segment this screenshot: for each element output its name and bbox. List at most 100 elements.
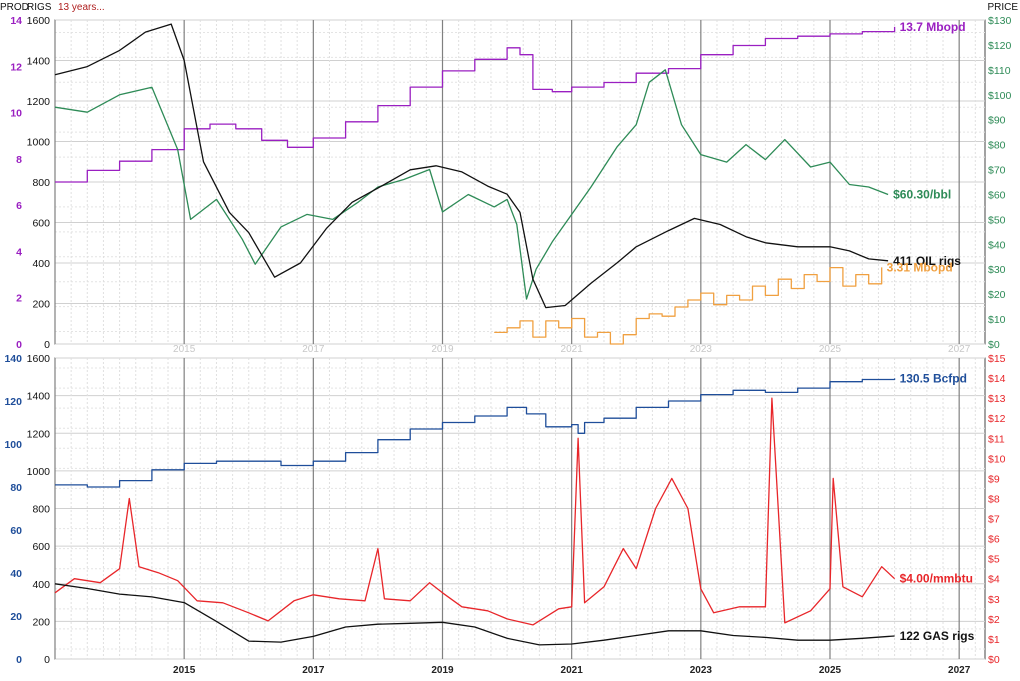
header-rigs-label: RIGS bbox=[27, 2, 52, 13]
oil-year-tick-label: 2027 bbox=[948, 344, 971, 355]
gas-year-tick-label: 2023 bbox=[690, 665, 713, 676]
oil-series-label-1: $60.30/bbl bbox=[893, 187, 951, 201]
oil-rigs-tick-label: 200 bbox=[32, 299, 50, 311]
gas-price-tick-label: $13 bbox=[988, 393, 1006, 405]
oil-rigs-tick-label: 0 bbox=[44, 339, 50, 351]
oil-rigs-tick-label: 600 bbox=[32, 218, 50, 230]
gas-price-tick-label: $14 bbox=[988, 373, 1006, 385]
oil-price-tick-label: $100 bbox=[988, 90, 1012, 102]
gas-rigs-tick-label: 400 bbox=[32, 579, 50, 591]
gas-price-tick-label: $7 bbox=[988, 514, 1000, 526]
oil-panel bbox=[54, 19, 986, 345]
gas-year-tick-label: 2027 bbox=[948, 665, 971, 676]
gas-price-tick-label: $12 bbox=[988, 413, 1006, 425]
oil-year-tick-label: 2017 bbox=[302, 344, 325, 355]
plot-layer: 1412108642016001400120010008006004002000… bbox=[4, 15, 1011, 676]
gas-rigs-tick-label: 200 bbox=[32, 616, 50, 628]
gas-rigs-tick-label: 800 bbox=[32, 504, 50, 516]
oil-price-tick-label: $70 bbox=[988, 165, 1006, 177]
oil-rigs-tick-label: 400 bbox=[32, 258, 50, 270]
gas-prod-tick-label: 80 bbox=[10, 482, 22, 494]
oil-series-line-3 bbox=[494, 266, 883, 345]
oil-price-tick-label: $60 bbox=[988, 189, 1006, 201]
oil-series-label-3: 3.31 Mbopd bbox=[887, 260, 953, 274]
gas-year-tick-label: 2017 bbox=[302, 665, 325, 676]
oil-prod-tick-label: 6 bbox=[16, 200, 22, 212]
oil-price-tick-label: $80 bbox=[988, 140, 1006, 152]
oil-price-tick-label: $120 bbox=[988, 40, 1012, 52]
gas-price-tick-label: $11 bbox=[988, 433, 1005, 445]
oil-price-tick-label: $40 bbox=[988, 239, 1006, 251]
oil-price-tick-label: $90 bbox=[988, 115, 1006, 127]
gas-price-tick-label: $5 bbox=[988, 554, 1000, 566]
gas-prod-tick-label: 140 bbox=[4, 353, 22, 365]
oil-year-tick-label: 2015 bbox=[173, 344, 196, 355]
oil-price-tick-label: $30 bbox=[988, 264, 1006, 276]
gas-price-tick-label: $4 bbox=[988, 574, 1000, 586]
gas-price-tick-label: $15 bbox=[988, 353, 1006, 365]
oil-price-tick-label: $20 bbox=[988, 289, 1006, 301]
gas-price-tick-label: $9 bbox=[988, 473, 1000, 485]
gas-series-label-2: 122 GAS rigs bbox=[900, 629, 975, 643]
oil-rigs-tick-label: 1000 bbox=[27, 137, 51, 149]
gas-series-line-1 bbox=[54, 397, 896, 626]
oil-prod-tick-label: 2 bbox=[16, 293, 22, 305]
oil-prod-tick-label: 0 bbox=[16, 339, 22, 351]
oil-series-line-0 bbox=[55, 26, 896, 183]
gas-rigs-tick-label: 1200 bbox=[27, 428, 51, 440]
oil-rigs-tick-label: 800 bbox=[32, 177, 50, 189]
header-price-label: PRICE bbox=[987, 2, 1018, 13]
gas-series-line-0 bbox=[55, 378, 896, 488]
gas-prod-tick-label: 40 bbox=[10, 568, 22, 580]
oil-price-tick-label: $10 bbox=[988, 314, 1006, 326]
gas-rigs-tick-label: 1600 bbox=[27, 353, 51, 365]
gas-year-tick-label: 2021 bbox=[561, 665, 584, 676]
oil-series-label-2: 411 OIL rigs bbox=[893, 254, 961, 268]
gas-rigs-tick-label: 0 bbox=[44, 654, 50, 666]
oil-rigs-tick-label: 1600 bbox=[27, 15, 51, 27]
gas-panel bbox=[54, 357, 986, 660]
oil-rigs-tick-label: 1200 bbox=[27, 96, 51, 108]
gas-price-tick-label: $8 bbox=[988, 493, 1000, 505]
oil-year-tick-label: 2019 bbox=[431, 344, 454, 355]
oil-prod-tick-label: 4 bbox=[16, 246, 22, 258]
gas-series-line-2 bbox=[54, 583, 895, 646]
gas-year-tick-label: 2015 bbox=[173, 665, 196, 676]
gas-price-tick-label: $6 bbox=[988, 534, 1000, 546]
oil-price-tick-label: $0 bbox=[988, 339, 1000, 351]
gas-prod-tick-label: 100 bbox=[4, 439, 22, 451]
header-range-label[interactable]: 13 years... bbox=[58, 2, 105, 13]
oil-year-tick-label: 2025 bbox=[819, 344, 842, 355]
gas-year-tick-label: 2025 bbox=[819, 665, 842, 676]
oil-year-tick-label: 2023 bbox=[690, 344, 713, 355]
gas-series-label-0: 130.5 Bcfpd bbox=[900, 371, 967, 385]
gas-price-tick-label: $2 bbox=[988, 614, 1000, 626]
oil-rigs-tick-label: 1400 bbox=[27, 56, 51, 68]
gas-year-tick-label: 2019 bbox=[431, 665, 454, 676]
gas-series-label-1: $4.00/mmbtu bbox=[900, 572, 973, 586]
oil-series-line-1 bbox=[54, 69, 889, 300]
oil-prod-tick-label: 14 bbox=[10, 15, 22, 27]
oil-year-tick-label: 2021 bbox=[561, 344, 584, 355]
gas-prod-tick-label: 0 bbox=[16, 654, 22, 666]
oil-prod-tick-label: 12 bbox=[10, 61, 22, 73]
gas-rigs-tick-label: 1400 bbox=[27, 391, 51, 403]
gas-price-tick-label: $1 bbox=[988, 634, 1000, 646]
oil-series-line-2 bbox=[54, 23, 889, 309]
gas-price-tick-label: $3 bbox=[988, 594, 1000, 606]
gas-prod-tick-label: 20 bbox=[10, 611, 22, 623]
oil-price-tick-label: $110 bbox=[988, 65, 1011, 77]
gas-prod-tick-label: 120 bbox=[4, 396, 22, 408]
header-prod-label: PROD bbox=[0, 2, 29, 13]
gas-rigs-tick-label: 600 bbox=[32, 541, 50, 553]
oil-price-tick-label: $130 bbox=[988, 15, 1012, 27]
oil-prod-tick-label: 8 bbox=[16, 154, 22, 166]
oil-series-label-0: 13.7 Mbopd bbox=[900, 20, 966, 34]
gas-rigs-tick-label: 1000 bbox=[27, 466, 51, 478]
oil-prod-tick-label: 10 bbox=[10, 108, 22, 120]
gas-price-tick-label: $10 bbox=[988, 453, 1006, 465]
gas-price-tick-label: $0 bbox=[988, 654, 1000, 666]
gas-prod-tick-label: 60 bbox=[10, 525, 22, 537]
